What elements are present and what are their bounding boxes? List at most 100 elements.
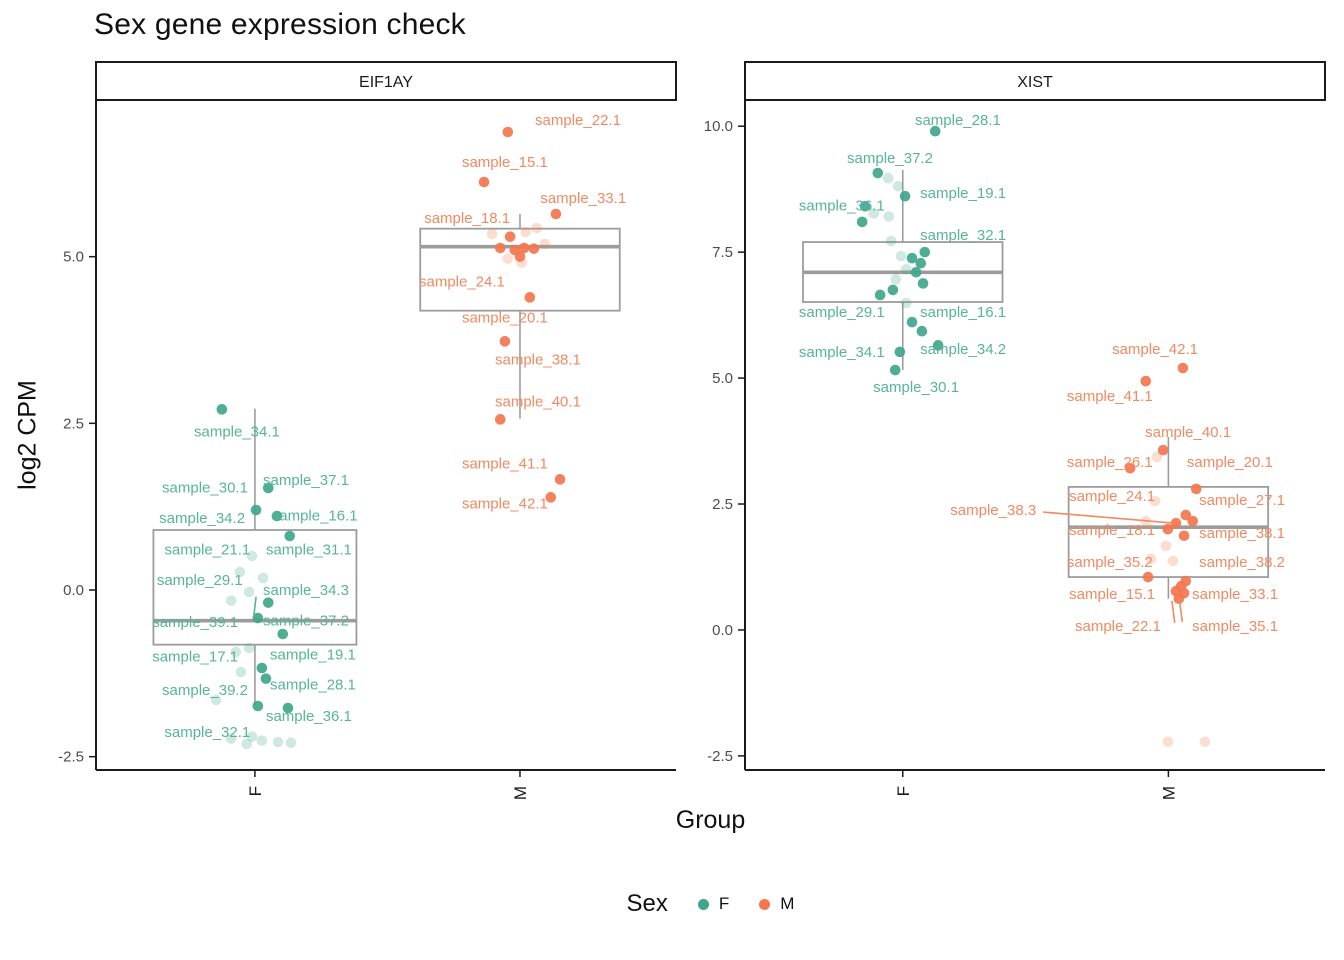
data-point [874,289,886,301]
sample-label: sample_18.1 [424,210,510,227]
sample-label: sample_39.2 [162,682,248,699]
data-point [478,176,490,188]
legend-dot-f-icon [697,898,709,910]
data-point-faded [210,694,222,706]
sample-label: sample_19.1 [920,185,1006,202]
sample-label: sample_22.1 [535,112,621,129]
label-leader [1043,511,1175,524]
sample-label: sample_21.1 [164,541,250,558]
box [1067,485,1270,578]
facet-title: XIST [1017,74,1053,91]
data-point [545,492,557,503]
data-point-faded [539,238,551,250]
data-point [504,231,516,242]
box [419,227,621,312]
data-point [250,504,262,516]
facet-strip [95,61,677,101]
legend-dot-m-icon [759,898,771,910]
data-point-faded [502,253,514,264]
data-point [906,316,918,328]
sample-label: sample_20.1 [462,309,548,326]
sample-label: sample_16.1 [920,304,1006,321]
data-point-faded [257,572,269,584]
sample-label: sample_39.1 [152,614,238,631]
data-point [859,200,871,212]
y-tick-label: -2.5 [58,749,84,766]
legend-label-m: M [780,894,795,913]
data-point [252,612,264,624]
data-point [910,266,922,278]
data-point-faded [895,250,907,262]
label-leader [252,596,257,617]
sample-label: sample_29.1 [799,304,885,321]
sample-label: sample_37.2 [847,150,933,167]
sample-label: sample_33.1 [1192,586,1278,603]
data-point [932,340,944,351]
sample-label: sample_32.1 [164,724,250,741]
facet-title: EIF1AY [359,74,413,91]
data-point [916,325,928,337]
sample-label: sample_17.1 [152,649,238,666]
sample-label: sample_42.1 [1112,341,1198,358]
data-point [271,510,283,522]
box [152,529,358,646]
data-point [494,414,506,425]
chart-title: Sex gene expression check [94,8,466,41]
y-tick-label: 0.0 [712,622,733,639]
label-leader [1178,599,1184,622]
sample-label: sample_34.1 [194,423,280,440]
sample-label: sample_38.1 [495,351,581,368]
x-tick-label: F [246,786,265,796]
data-point-faded [1149,495,1161,507]
sample-label: sample_34.2 [920,341,1006,358]
data-point [1177,362,1189,374]
sample-label: sample_24.1 [1069,488,1155,505]
data-point-faded [900,297,912,309]
data-point-faded [1199,736,1211,748]
x-axis-title: Group [675,806,746,834]
data-point-faded [230,646,242,658]
sample-label: sample_30.1 [162,479,248,496]
sample-label: sample_19.1 [270,647,356,664]
sample-label: sample_29.1 [157,572,243,589]
data-point [284,530,296,542]
sample-label: sample_40.1 [1145,424,1231,441]
data-point [1170,517,1182,529]
data-point [906,252,918,264]
data-point [1157,444,1169,456]
sample-label: sample_37.2 [263,613,349,630]
data-point [499,336,511,347]
sample-label: sample_34.1 [799,344,885,361]
data-point-faded [243,586,255,598]
y-tick-label: 2.5 [63,415,84,432]
data-point [252,700,264,712]
data-point-faded [883,211,895,222]
data-point-faded [885,235,897,247]
data-point [262,597,274,608]
y-tick-label: 2.5 [712,496,733,513]
y-tick-label: 0.0 [63,582,84,599]
data-point [872,167,884,179]
sample-label: sample_28.1 [270,677,356,694]
data-point [514,251,526,262]
data-point [899,190,911,202]
data-point [518,242,530,254]
data-point [889,364,901,376]
sample-label: sample_33.1 [540,190,626,207]
sample-label: sample_34.3 [263,582,349,599]
data-point-faded [246,731,258,742]
data-point [894,346,906,358]
data-point [282,702,294,714]
data-point [917,278,929,289]
data-point [915,257,927,269]
sample-label: sample_30.1 [873,379,959,396]
sample-label: sample_22.1 [1075,618,1161,635]
y-tick-label: -2.5 [707,748,733,765]
data-point-faded [235,666,247,678]
data-point-faded [225,595,237,606]
data-point-faded [1162,736,1174,748]
sample-label: sample_16.1 [272,507,358,524]
facet-strip [744,61,1326,101]
sample-label: sample_41.1 [462,455,548,472]
